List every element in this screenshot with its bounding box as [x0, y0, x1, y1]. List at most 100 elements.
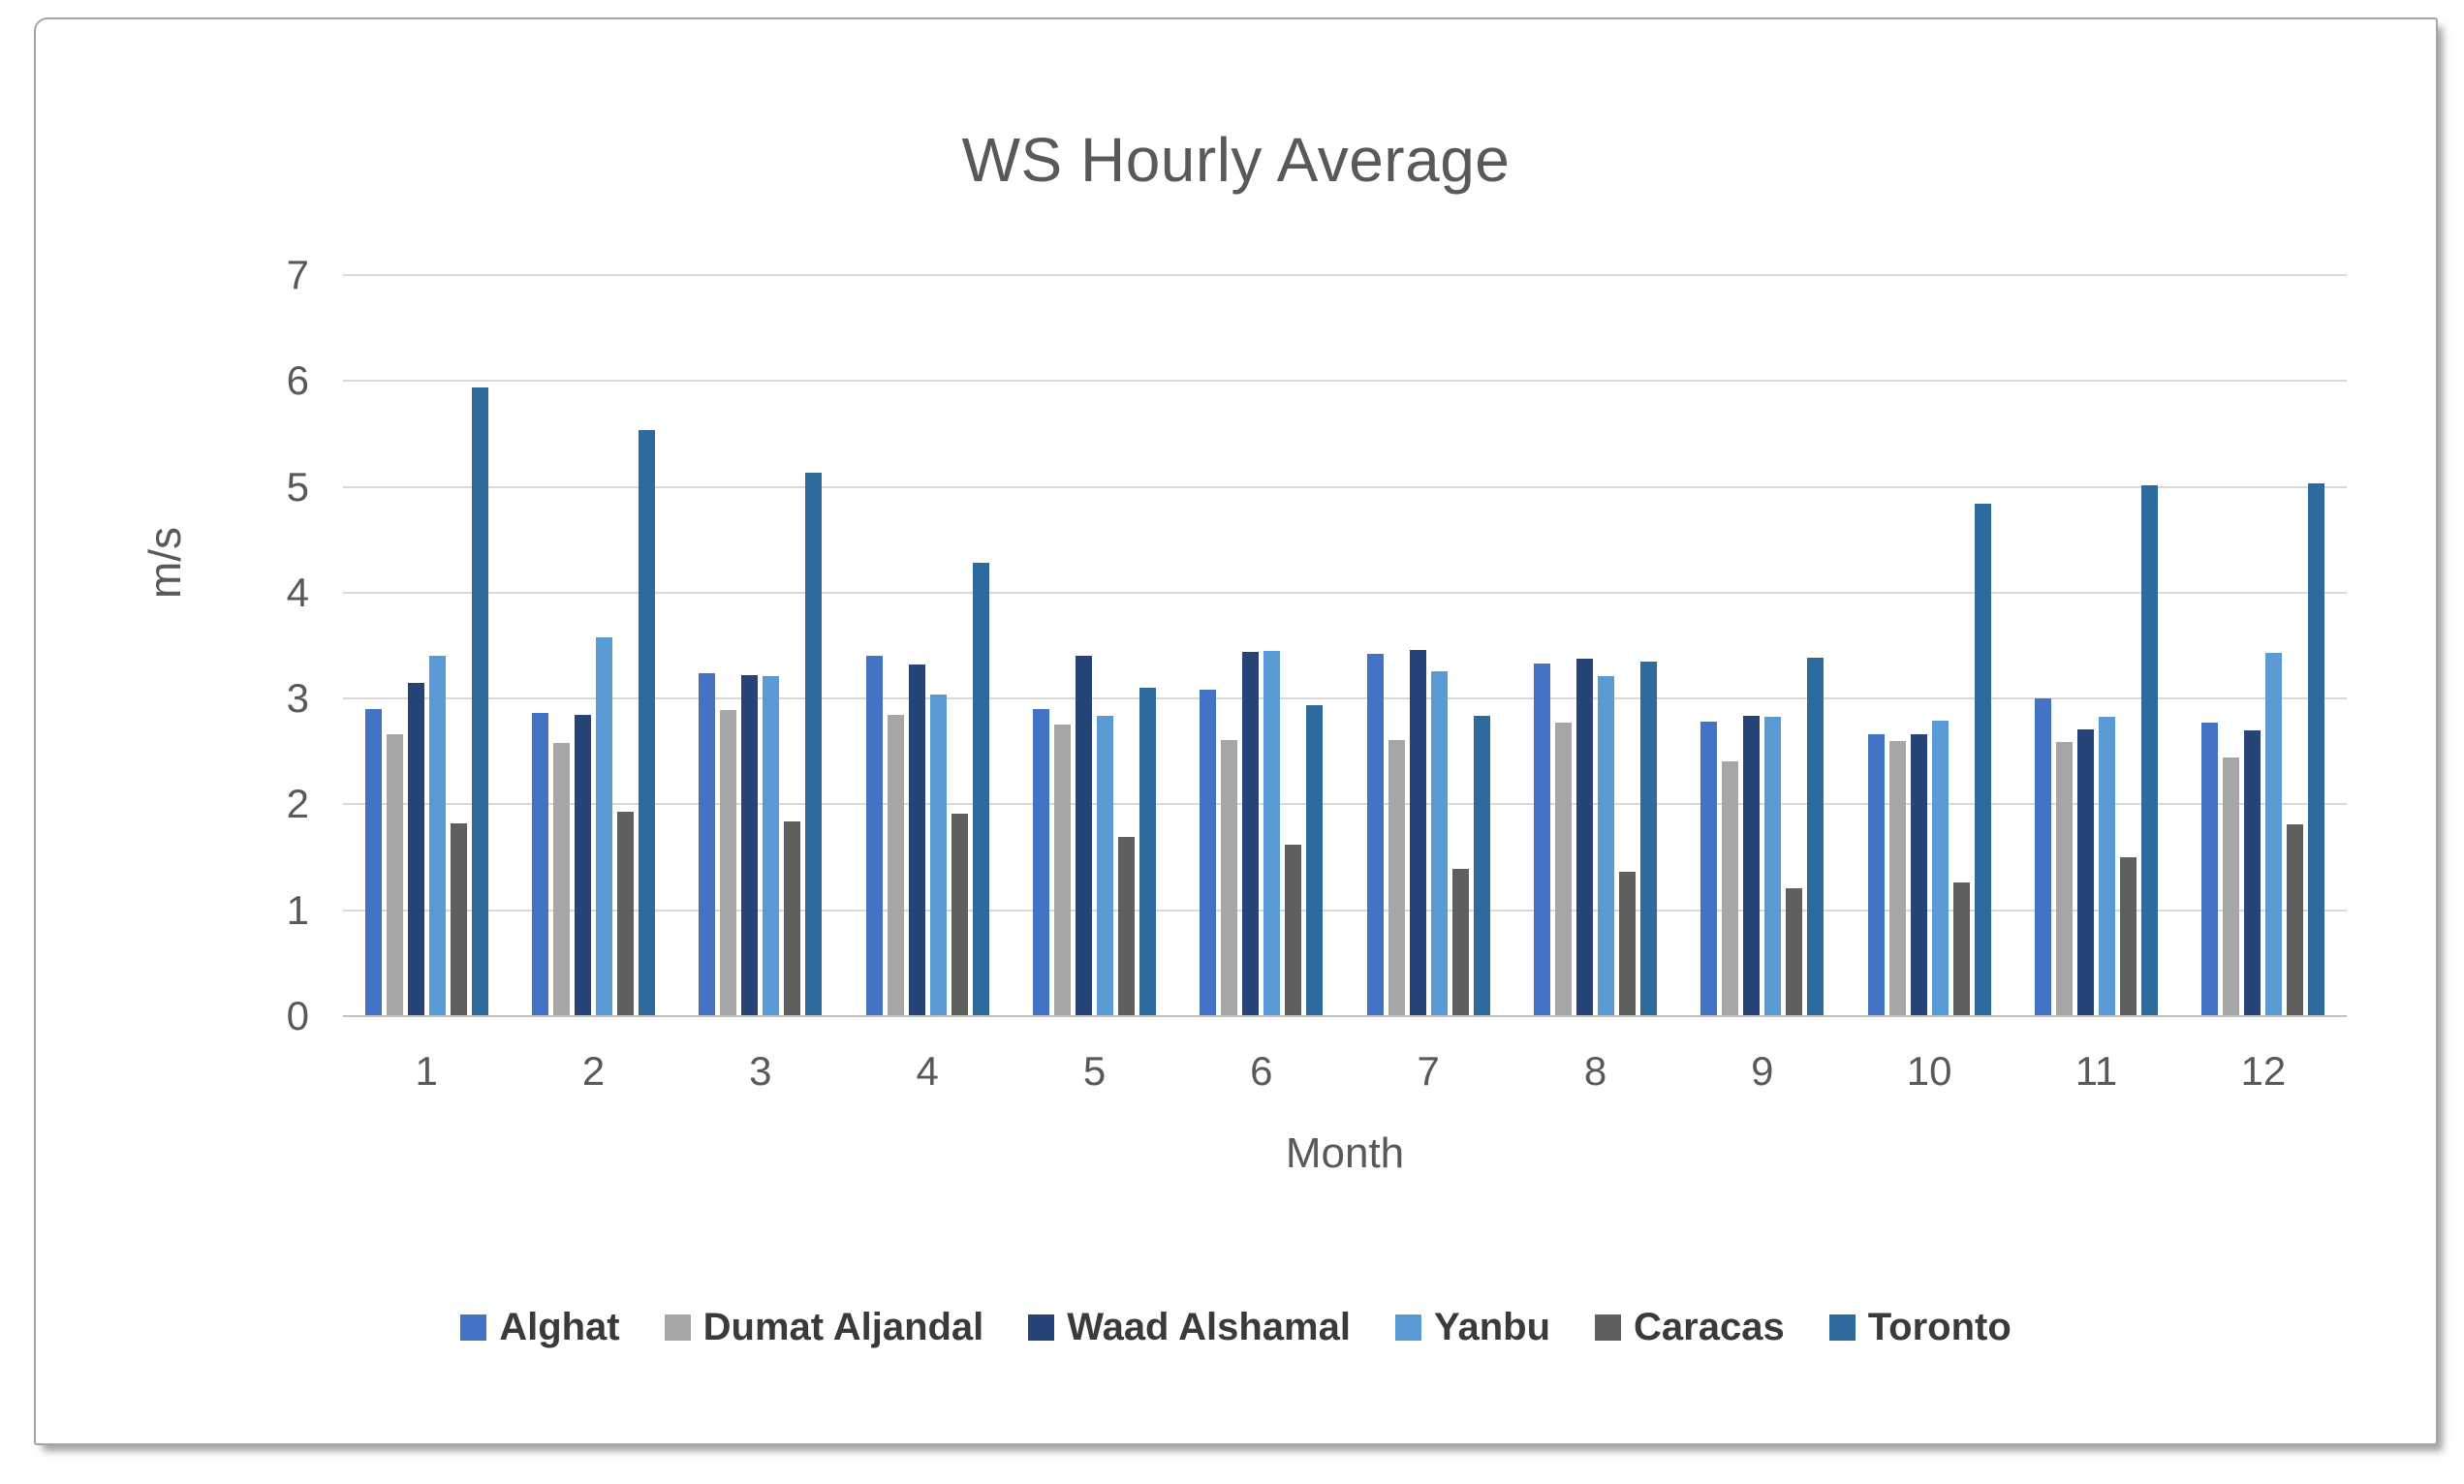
bar-caracas-month-9 [1786, 887, 1803, 1016]
bar-caracas-month-5 [1117, 837, 1135, 1016]
x-tick-label-8: 8 [1583, 1048, 1607, 1094]
bar-group-month-9 [1679, 275, 1846, 1016]
legend-item-yanbu: Yanbu [1394, 1306, 1550, 1349]
bar-toronto-month-5 [1138, 688, 1156, 1016]
bar-toronto-month-2 [638, 429, 655, 1016]
bar-toronto-month-6 [1306, 704, 1324, 1016]
bar-dumat-aljandal-month-11 [2055, 741, 2073, 1016]
bar-group-month-4 [844, 275, 1011, 1016]
bar-group-month-12 [2180, 275, 2347, 1016]
bar-waad-alshamal-month-1 [407, 682, 424, 1016]
bar-alghat-month-8 [1533, 664, 1550, 1016]
bar-waad-alshamal-month-6 [1242, 652, 1260, 1016]
bar-caracas-month-11 [2119, 857, 2137, 1016]
bar-yanbu-month-9 [1764, 716, 1782, 1016]
bar-yanbu-month-6 [1263, 650, 1281, 1016]
bar-waad-alshamal-month-4 [908, 665, 925, 1016]
chart-title: WS Hourly Average [961, 125, 1511, 195]
legend-swatch-alghat [460, 1314, 487, 1341]
bar-waad-alshamal-month-12 [2244, 729, 2261, 1016]
x-tick-label-5: 5 [1082, 1048, 1107, 1094]
bar-group-month-10 [1846, 275, 2012, 1016]
y-tick-label-0: 0 [286, 993, 309, 1038]
bar-toronto-month-1 [471, 386, 488, 1016]
legend-item-caracas: Caracas [1595, 1306, 1785, 1349]
x-axis-line [343, 1015, 2347, 1017]
x-tick-label-12: 12 [2240, 1048, 2287, 1094]
x-tick-label-3: 3 [749, 1048, 772, 1094]
bar-yanbu-month-1 [428, 656, 446, 1016]
y-tick-label-3: 3 [286, 675, 309, 722]
bar-dumat-aljandal-month-12 [2223, 757, 2240, 1016]
bar-caracas-month-6 [1285, 844, 1302, 1016]
legend-item-toronto: Toronto [1828, 1306, 2012, 1349]
legend-swatch-dumat-aljandal [664, 1314, 691, 1341]
x-axis-title: Month [1285, 1129, 1405, 1177]
bar-toronto-month-4 [972, 563, 989, 1016]
gridline-y4 [343, 591, 2347, 594]
bar-caracas-month-8 [1618, 872, 1636, 1016]
legend-swatch-yanbu [1394, 1314, 1421, 1341]
legend-item-waad-alshamal: Waad Alshamal [1028, 1306, 1351, 1349]
y-tick-label-2: 2 [286, 781, 309, 827]
y-tick-label-6: 6 [286, 357, 309, 404]
bar-toronto-month-9 [1807, 657, 1825, 1016]
bar-toronto-month-8 [1639, 661, 1657, 1016]
bar-toronto-month-11 [2140, 485, 2158, 1016]
bar-alghat-month-10 [1867, 734, 1885, 1016]
bar-alghat-month-6 [1200, 690, 1217, 1016]
legend-item-alghat: Alghat [460, 1306, 620, 1349]
bar-dumat-aljandal-month-6 [1221, 739, 1238, 1016]
bar-yanbu-month-7 [1430, 670, 1448, 1016]
x-tick-label-9: 9 [1751, 1048, 1774, 1094]
y-tick-label-7: 7 [286, 252, 309, 297]
bar-toronto-month-3 [805, 473, 823, 1016]
gridline-y6 [343, 380, 2347, 383]
bar-dumat-aljandal-month-2 [552, 743, 570, 1016]
legend-label-caracas: Caracas [1634, 1306, 1785, 1348]
x-tick-label-11: 11 [2074, 1048, 2118, 1094]
legend-swatch-caracas [1595, 1314, 1622, 1341]
bar-waad-alshamal-month-8 [1575, 658, 1593, 1016]
bar-waad-alshamal-month-2 [574, 714, 591, 1016]
bar-group-month-3 [677, 275, 844, 1016]
x-tick-label-6: 6 [1250, 1048, 1273, 1094]
bar-dumat-aljandal-month-7 [1388, 739, 1405, 1016]
legend: Alghat Dumat Aljandal Waad Alshamal Yanbu Ca… [36, 1306, 2436, 1349]
gridline-y1 [343, 909, 2347, 912]
bar-caracas-month-10 [1952, 882, 1970, 1016]
bar-yanbu-month-12 [2265, 653, 2283, 1016]
bar-waad-alshamal-month-5 [1075, 656, 1092, 1016]
bar-caracas-month-4 [951, 814, 968, 1016]
gridline-y2 [343, 803, 2347, 806]
bar-dumat-aljandal-month-1 [386, 734, 403, 1016]
y-tick-label-4: 4 [286, 569, 309, 615]
bar-group-month-7 [1345, 275, 1512, 1016]
legend-swatch-waad-alshamal [1028, 1314, 1055, 1341]
bar-yanbu-month-11 [2098, 716, 2115, 1016]
bar-alghat-month-7 [1366, 654, 1384, 1016]
bar-group-month-6 [1178, 275, 1345, 1016]
bar-alghat-month-12 [2201, 723, 2219, 1016]
bar-yanbu-month-5 [1096, 715, 1113, 1016]
bar-yanbu-month-2 [595, 636, 612, 1016]
bar-caracas-month-3 [784, 820, 801, 1016]
bar-yanbu-month-8 [1597, 676, 1614, 1016]
bar-group-month-5 [1011, 275, 1177, 1016]
bar-toronto-month-12 [2308, 483, 2325, 1016]
bar-waad-alshamal-month-9 [1743, 715, 1761, 1016]
bar-alghat-month-4 [865, 656, 883, 1016]
legend-item-dumat-aljandal: Dumat Aljandal [664, 1306, 983, 1349]
y-tick-label-1: 1 [286, 886, 309, 933]
bar-alghat-month-1 [364, 709, 382, 1016]
bar-alghat-month-3 [699, 672, 716, 1016]
bar-toronto-month-7 [1473, 715, 1490, 1016]
bar-caracas-month-2 [616, 812, 634, 1016]
gridline-y5 [343, 485, 2347, 488]
bar-alghat-month-2 [531, 713, 548, 1016]
bar-dumat-aljandal-month-8 [1554, 723, 1572, 1016]
bar-waad-alshamal-month-11 [2076, 728, 2094, 1016]
x-tick-label-10: 10 [1906, 1048, 1952, 1094]
bar-alghat-month-9 [1700, 722, 1718, 1016]
